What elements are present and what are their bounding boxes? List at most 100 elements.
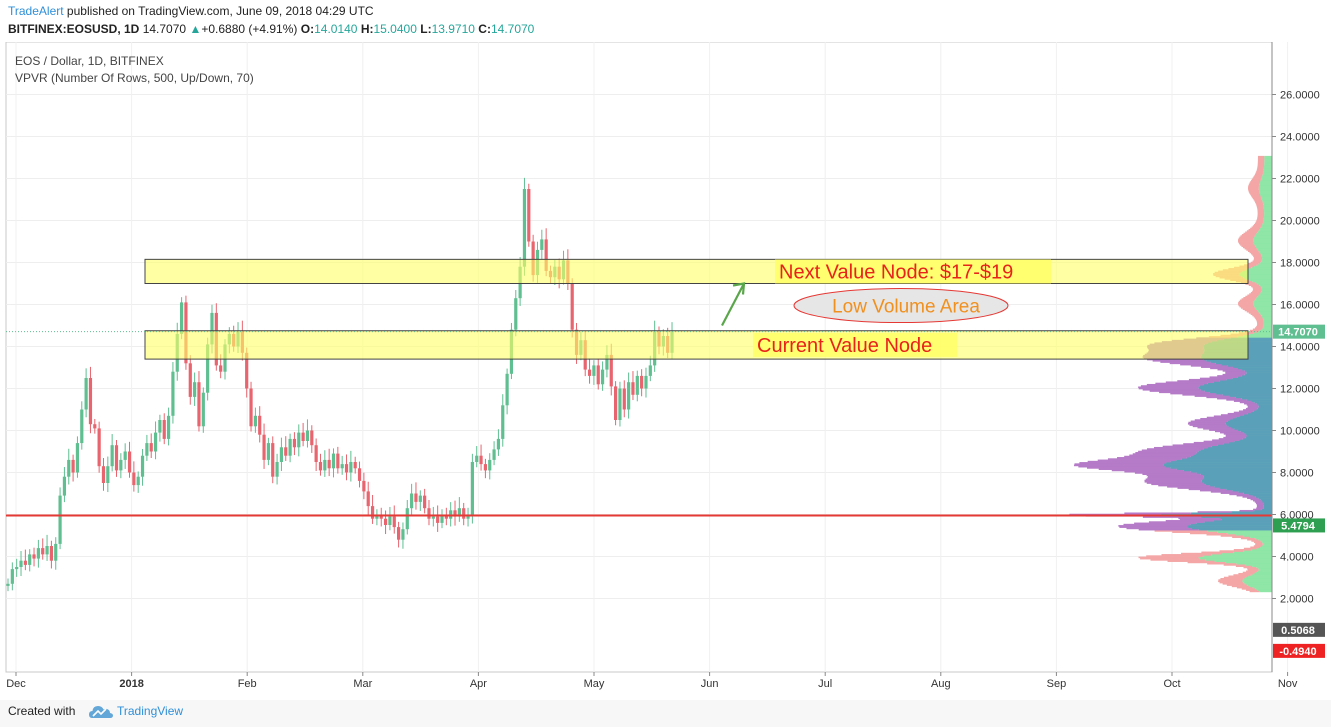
vp-up-bar [1256, 297, 1272, 299]
vp-down-bar [1206, 416, 1237, 419]
price-label: -0.4940 [1279, 646, 1316, 658]
candle-body [531, 241, 535, 276]
price-chart[interactable]: Next Value Node: $17-$19 Current Value No… [0, 42, 1331, 700]
price-axis[interactable]: 2.00004.00006.00008.000010.000012.000014… [1271, 42, 1325, 672]
vp-down-bar [1253, 288, 1262, 290]
vp-down-bar [1219, 550, 1244, 552]
vp-up-bar [1227, 420, 1272, 423]
vp-up-bar [1260, 540, 1272, 542]
vp-down-bar [1069, 513, 1161, 516]
vp-up-bar [1258, 310, 1272, 313]
low-volume-label: Low Volume Area [832, 297, 980, 318]
vp-up-bar [1263, 206, 1272, 208]
vp-down-bar [1247, 263, 1259, 265]
candle-body [457, 508, 461, 517]
candle-body [514, 298, 518, 330]
vp-down-bar [1257, 211, 1265, 213]
vp-down-bar [1254, 327, 1263, 329]
vp-down-bar [1253, 176, 1262, 178]
vp-down-bar [1256, 503, 1264, 506]
vp-up-bar [1258, 263, 1272, 265]
value-zones: Next Value Node: $17-$19 Current Value No… [144, 258, 1249, 360]
vp-down-bar [1242, 496, 1256, 498]
vp-up-bar [1257, 295, 1272, 298]
vp-up-bar [1263, 319, 1272, 322]
vp-up-bar [1259, 189, 1272, 192]
x-tick-label: Jul [818, 678, 832, 690]
candle-body [275, 462, 279, 477]
vp-up-bar [1186, 457, 1272, 459]
vp-down-bar [1246, 230, 1259, 232]
vp-down-bar [1242, 308, 1256, 310]
vp-down-bar [1236, 494, 1253, 497]
vp-down-bar [1148, 521, 1205, 523]
candle-body [505, 373, 509, 406]
vp-up-bar [1263, 205, 1272, 207]
vp-down-bar [1238, 239, 1254, 241]
vp-down-bar [1251, 226, 1261, 229]
tradingview-cloud-icon [89, 706, 113, 718]
vp-down-bar [1160, 361, 1211, 363]
candle-body [67, 459, 71, 477]
chart-header: TradeAlert published on TradingView.com,… [0, 0, 1331, 42]
vp-up-bar [1256, 264, 1272, 266]
vp-down-bar [1201, 366, 1233, 368]
vp-up-bar [1253, 410, 1272, 413]
vp-up-bar [1226, 532, 1272, 535]
vp-down-bar [1239, 299, 1255, 302]
vp-up-bar [1170, 460, 1272, 463]
vp-up-bar [1250, 574, 1272, 576]
vp-up-bar [1206, 360, 1272, 362]
next-value-node-zone[interactable] [144, 258, 1249, 285]
vp-down-bar [1188, 488, 1227, 491]
vp-down-bar [1256, 220, 1264, 222]
x-tick-label: Oct [1163, 678, 1180, 690]
vp-up-bar [1261, 499, 1272, 502]
vp-up-bar [1204, 390, 1272, 392]
vp-down-bar [1197, 426, 1232, 429]
candle-body [110, 445, 114, 467]
candle-body [314, 445, 318, 462]
vp-down-bar [1199, 489, 1233, 492]
created-with-text: Created with [8, 704, 76, 718]
vp-up-bar [1253, 240, 1272, 242]
vp-up-bar [1213, 520, 1272, 522]
vp-up-bar [1254, 235, 1272, 237]
vp-up-bar [1258, 294, 1272, 297]
vp-up-bar [1243, 276, 1272, 279]
vp-down-bar [1193, 441, 1229, 444]
vp-up-bar [1263, 216, 1272, 218]
low-volume-ellipse[interactable] [793, 288, 1009, 324]
vp-down-bar [1158, 484, 1210, 487]
vp-down-bar [1213, 415, 1241, 418]
vp-down-bar [1098, 468, 1177, 470]
vp-down-bar [1257, 160, 1265, 163]
vp-down-bar [1187, 561, 1226, 564]
vp-up-bar [1214, 560, 1272, 562]
vp-up-bar [1225, 421, 1272, 424]
vp-up-bar [1244, 373, 1272, 376]
candle-body [19, 560, 23, 567]
vp-up-bar [1258, 405, 1272, 407]
vp-down-bar [1251, 194, 1261, 197]
time-axis[interactable]: Dec 2018 Feb Mar Apr May Jun Jul Aug Sep Oct Nov [6, 672, 1298, 690]
author-link[interactable]: TradeAlert [8, 4, 64, 18]
vp-down-bar [1241, 234, 1256, 236]
candle-body [349, 462, 353, 473]
vp-down-bar [1225, 371, 1247, 373]
current-value-node-zone[interactable] [144, 330, 1249, 360]
vp-down-bar [1253, 257, 1263, 260]
vp-up-bar [1257, 331, 1272, 333]
candle-body [570, 283, 574, 330]
vp-up-bar [1261, 328, 1272, 331]
candle-body [210, 312, 214, 345]
vp-up-bar [1260, 196, 1272, 198]
candle-body [153, 432, 158, 452]
vp-down-bar [1241, 245, 1256, 247]
candle-body [23, 560, 27, 565]
vp-up-bar [1258, 250, 1272, 252]
vp-down-bar [1146, 555, 1203, 557]
tradingview-link[interactable]: TradingView [117, 704, 184, 718]
zone-label-background [775, 259, 1051, 284]
vp-up-bar [1262, 317, 1272, 319]
